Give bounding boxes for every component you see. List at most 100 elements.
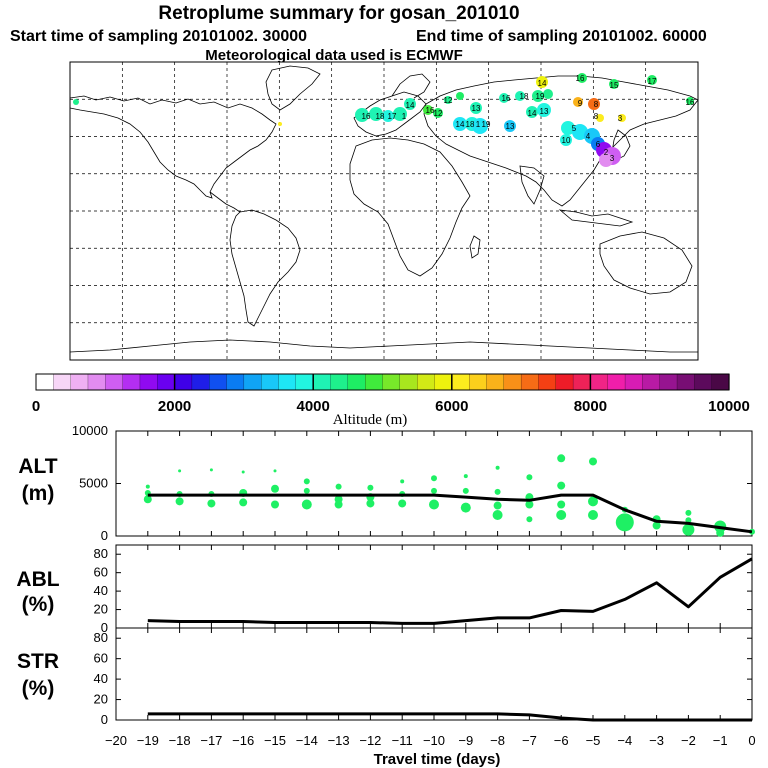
y-tick-label: 80 [94,630,108,645]
colorbar-cell [607,373,626,391]
plume-label: 13 [540,107,549,116]
central-america-coast [209,191,241,213]
plume-label: 19 [536,92,545,101]
plume-marker [278,122,282,126]
alt-scatter-point [494,488,501,495]
colorbar-cell [451,373,470,391]
alt-chart: 0 5000 10000 [72,423,755,543]
alt-panel-unit: (m) [22,482,55,505]
alt-scatter-point [431,487,437,494]
x-tick-label: −19 [137,733,159,748]
plume-label: 14 [528,109,537,118]
alt-scatter-point [652,521,661,530]
x-tick-label: −17 [200,733,222,748]
alt-scatter-point [145,484,150,489]
alt-scatter-point [271,500,279,509]
colorbar-cell [35,373,54,391]
plume-marker [588,98,600,110]
y-tick-label: 0 [101,620,108,635]
alt-scatter-point [301,499,312,510]
alt-scatter-point [526,516,533,523]
alt-scatter-point [143,495,152,504]
figure-title: Retroplume summary for gosan_201010 [158,3,519,24]
alt-scatter-point [431,475,437,482]
colorbar-cell [347,373,366,391]
south-america-coast [229,209,301,327]
plume-marker [599,153,613,167]
abl-series-line [147,557,753,625]
str-panel-unit: (%) [22,677,55,700]
y-tick-label: 60 [94,651,108,666]
plume-label: 17 [648,77,657,86]
alt-scatter-point [557,500,566,509]
plume-label: 16 [362,112,371,121]
plume-label: 8 [594,112,599,121]
plume-marker [73,99,79,105]
x-axis-tick-labels: −20 −19 −18 −17 −16 −15 −14 −13 −12 −11 −10 −9 −8 −7−… [105,733,756,748]
colorbar-cell [417,373,436,391]
colorbar-cell [139,373,158,391]
plume-marker [515,91,525,101]
plume-label: 3 [610,154,615,163]
alt-scatter-point [526,474,533,481]
colorbar-title: Altitude (m) [333,412,408,428]
x-tick-label: −15 [264,733,286,748]
plume-label: 16 [426,106,435,115]
x-tick-label: −12 [359,733,381,748]
plume-marker [536,76,548,88]
colorbar-cell [191,373,210,391]
alt-scatter-point [493,501,502,510]
plume-marker [472,118,488,134]
plume-marker [532,90,544,102]
colorbar-cell [520,373,540,391]
colorbar-cell [278,373,297,391]
plume-label: 14 [538,79,547,88]
colorbar-cell [503,373,522,391]
plume-marker [647,75,657,85]
colorbar-cell [261,373,280,391]
alt-scatter-point [556,510,567,520]
colorbar-cell [226,373,245,391]
colorbar-cell [87,373,106,391]
alt-series-line [147,493,753,534]
y-tick-label: 0 [101,712,108,727]
abl-panel-unit: (%) [22,593,55,616]
colorbar-cell [659,373,678,391]
plume-marker [456,92,464,100]
india-coast [519,165,545,205]
indonesia-coast [558,209,634,227]
x-tick-label: −9 [458,733,473,748]
plume-marker [444,96,452,104]
plume-marker [618,114,626,122]
colorbar-cell [590,373,609,391]
plume-label: 18 [376,112,385,121]
plume-marker [470,102,482,114]
alt-scatter-point [716,528,725,537]
plume-marker [560,134,572,146]
plume-label: 4 [586,132,591,141]
plume-label: 16 [686,98,695,107]
plume-label: 8 [594,100,599,109]
colorbar-cell [572,373,592,391]
plume-marker [423,105,433,115]
plume-marker [369,107,383,121]
alt-scatter-point [271,484,279,493]
panel-frame [115,544,753,629]
antarctica-coast [69,339,698,353]
plume-label: 2 [604,148,609,157]
colorbar-cell [434,373,453,391]
plume-label: 12 [444,96,453,105]
x-tick-label: −10 [423,733,445,748]
alt-scatter-point [588,496,598,507]
colorbar-tick-labels: 0 2000 4000 6000 8000 10000 [32,374,750,415]
alt-scatter-point [685,509,692,516]
australia-coast [599,231,693,295]
x-tick-label: −13 [328,733,350,748]
greenland-coast [265,65,321,111]
met-data-text: Meteorological data used is ECMWF [205,47,463,64]
alt-scatter-point [460,502,471,513]
y-tick-label: 40 [94,583,108,598]
plume-marker [596,114,604,122]
colorbar-cell [538,373,557,391]
madagascar-coast [469,235,481,259]
